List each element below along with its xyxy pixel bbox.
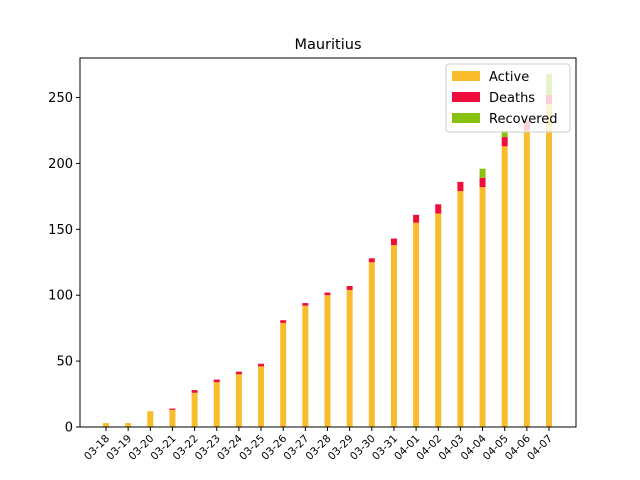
bar-active-03-26 <box>280 322 287 427</box>
bar-deaths-03-23 <box>213 379 220 383</box>
bars-layer <box>103 73 552 428</box>
bar-deaths-03-21 <box>169 408 176 410</box>
bar-active-03-29 <box>346 289 353 427</box>
bar-deaths-04-03 <box>457 181 464 192</box>
bar-deaths-04-05 <box>501 137 508 147</box>
bar-deaths-04-04 <box>479 177 486 188</box>
bar-deaths-03-29 <box>346 285 353 290</box>
bar-active-03-19 <box>125 423 132 427</box>
y-tick-label-250: 250 <box>48 91 73 106</box>
bar-active-03-30 <box>368 262 375 427</box>
bar-recovered-04-04 <box>479 168 486 178</box>
bar-deaths-03-22 <box>191 390 198 393</box>
chart-title: Mauritius <box>294 37 361 53</box>
bar-active-03-25 <box>258 366 265 427</box>
legend-swatch-active <box>452 71 480 81</box>
bar-deaths-03-24 <box>235 371 242 375</box>
legend-swatch-deaths <box>452 92 480 102</box>
legend-swatch-recovered <box>452 113 480 123</box>
bar-active-03-27 <box>302 305 309 427</box>
y-tick-label-100: 100 <box>48 289 73 304</box>
bar-deaths-04-01 <box>413 214 420 223</box>
bar-deaths-03-26 <box>280 320 287 323</box>
bar-deaths-04-02 <box>435 204 442 214</box>
bar-active-04-04 <box>479 187 486 427</box>
bar-deaths-03-25 <box>258 363 265 367</box>
bar-deaths-03-30 <box>368 258 375 263</box>
y-tick-label-200: 200 <box>48 157 73 172</box>
y-tick-label-50: 50 <box>56 355 73 370</box>
bar-deaths-03-27 <box>302 303 309 306</box>
legend-label-active: Active <box>489 70 529 85</box>
bar-active-03-24 <box>235 374 242 427</box>
bar-active-03-20 <box>147 411 154 427</box>
bar-active-03-31 <box>390 245 397 427</box>
legend-label-recovered: Recovered <box>489 112 558 127</box>
bar-active-04-05 <box>501 146 508 428</box>
legend: Active Deaths Recovered <box>445 63 571 133</box>
bar-deaths-03-31 <box>390 238 397 246</box>
bar-recovered-04-05 <box>501 130 508 138</box>
bar-active-04-03 <box>457 191 464 427</box>
bar-active-04-06 <box>523 130 530 428</box>
bar-active-03-22 <box>191 392 198 427</box>
bar-active-03-28 <box>324 295 331 427</box>
bar-active-03-23 <box>213 382 220 427</box>
bar-deaths-03-28 <box>324 292 331 296</box>
y-tick-label-150: 150 <box>48 223 73 238</box>
y-tick-label-0: 0 <box>65 421 73 436</box>
bar-active-04-02 <box>435 213 442 427</box>
bar-active-03-18 <box>103 423 109 427</box>
legend-label-deaths: Deaths <box>489 91 535 106</box>
bar-active-04-01 <box>413 222 420 427</box>
y-axis: 0 50 100 150 200 250 <box>48 91 80 436</box>
bar-active-04-07 <box>546 104 552 428</box>
bar-active-03-21 <box>169 409 176 427</box>
